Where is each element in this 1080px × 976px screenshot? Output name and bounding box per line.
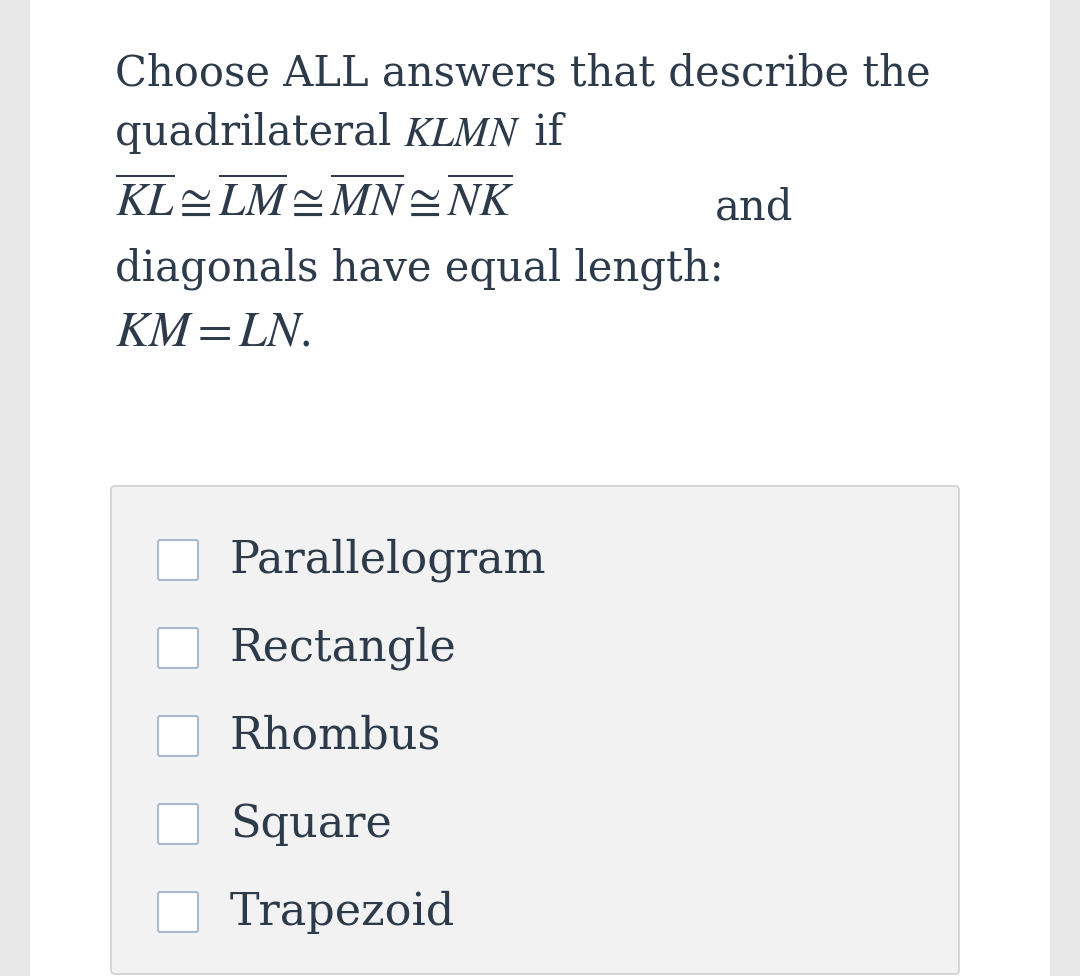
Text: quadrilateral: quadrilateral (114, 112, 405, 154)
Text: Choose ALL answers that describe the: Choose ALL answers that describe the (114, 52, 931, 94)
FancyBboxPatch shape (158, 540, 198, 580)
Text: if: if (521, 112, 563, 154)
Text: $KM = LN.$: $KM = LN.$ (114, 308, 311, 356)
Text: diagonals have equal length:: diagonals have equal length: (114, 248, 724, 291)
FancyBboxPatch shape (158, 628, 198, 668)
FancyBboxPatch shape (158, 804, 198, 844)
Text: Square: Square (230, 802, 392, 845)
Text: Trapezoid: Trapezoid (230, 890, 456, 934)
Text: Parallelogram: Parallelogram (230, 538, 546, 582)
Text: and: and (715, 186, 794, 228)
Text: Rhombus: Rhombus (230, 714, 442, 757)
Text: $\overline{KL} \cong \overline{LM} \cong \overline{MN} \cong \overline{NK}$: $\overline{KL} \cong \overline{LM} \cong… (114, 178, 515, 224)
FancyBboxPatch shape (158, 892, 198, 932)
Text: $\mathit{KLMN}$: $\mathit{KLMN}$ (403, 112, 521, 154)
FancyBboxPatch shape (111, 486, 959, 974)
Text: Rectangle: Rectangle (230, 627, 457, 670)
FancyBboxPatch shape (158, 716, 198, 756)
